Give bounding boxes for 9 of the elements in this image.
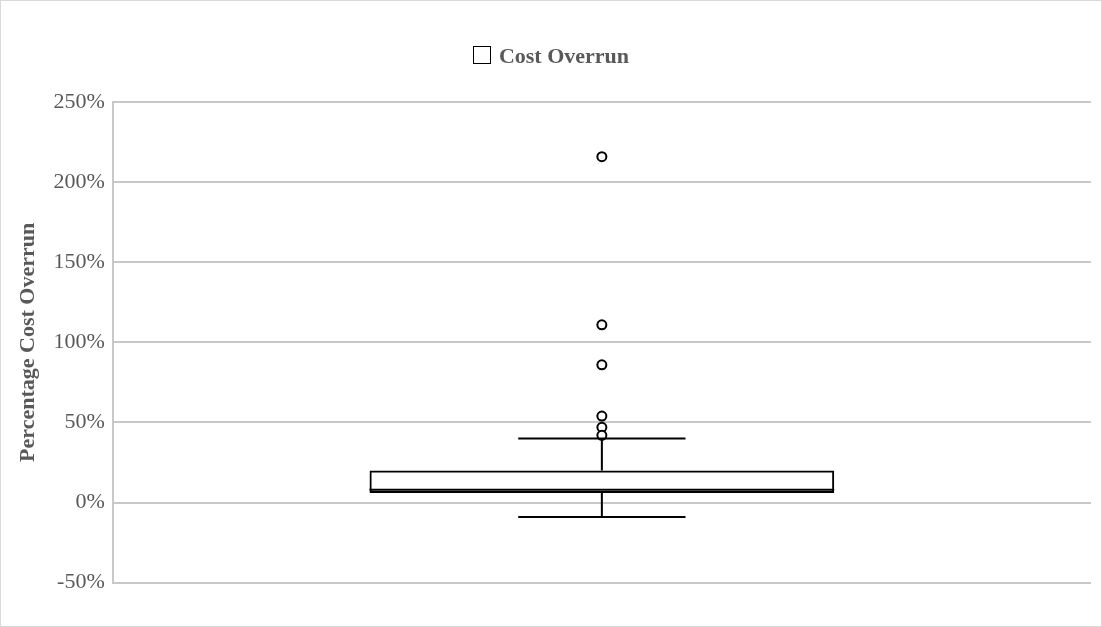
y-axis-title: Percentage Cost Overrun xyxy=(13,222,39,462)
y-tick-label: -50% xyxy=(57,568,105,594)
y-tick-label: 150% xyxy=(53,248,105,274)
legend-label: Cost Overrun xyxy=(497,43,630,68)
y-tick-label: 100% xyxy=(53,328,105,354)
y-tick-label: 0% xyxy=(75,488,105,514)
y-tick-label: 250% xyxy=(53,87,105,113)
y-tick-label: 50% xyxy=(64,408,105,434)
y-tick-label: 200% xyxy=(53,168,105,194)
